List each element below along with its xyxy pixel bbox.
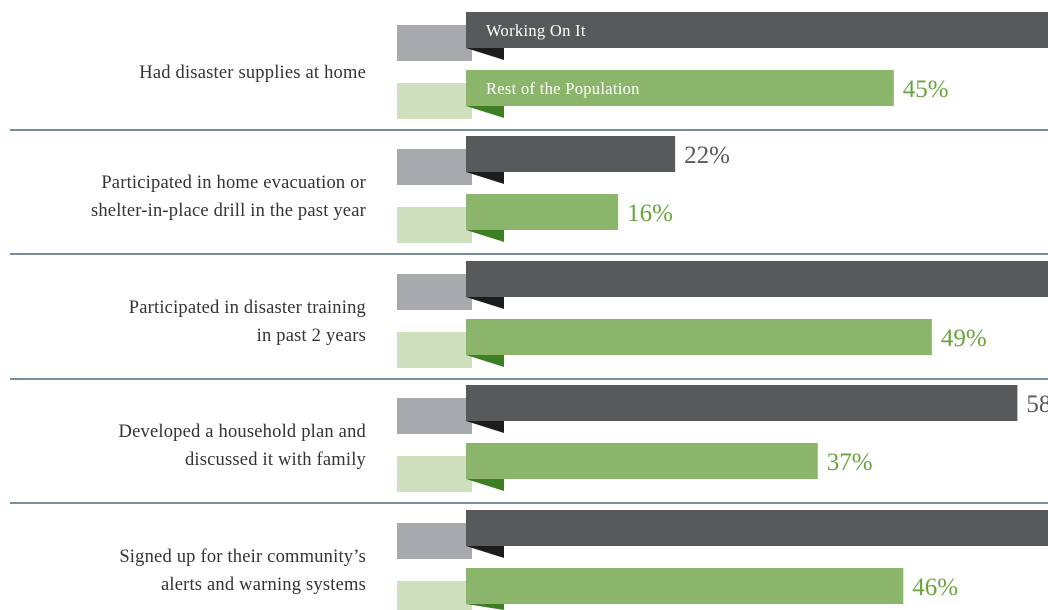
category-label: Had disaster supplies at home	[139, 63, 366, 83]
bar-shadow	[397, 274, 472, 310]
data-label: 49%	[941, 325, 987, 352]
data-label: 46%	[912, 574, 958, 601]
bar-working-on-it	[466, 510, 1048, 546]
bar-fold	[466, 230, 504, 242]
bar-fold	[466, 172, 504, 184]
data-label: 37%	[827, 449, 873, 476]
bar-fold	[466, 48, 504, 60]
category-label: shelter-in-place drill in the past year	[91, 201, 366, 221]
bar-rest-of-population	[466, 443, 818, 479]
bar-shadow	[397, 25, 472, 61]
bar-working-on-it	[466, 385, 1018, 421]
bar-fold	[466, 604, 504, 610]
category-label: discussed it with family	[185, 450, 367, 470]
bar-shadow	[397, 149, 472, 185]
category-label: Participated in disaster training	[129, 298, 366, 318]
bar-working-on-it	[466, 136, 676, 172]
bar-shadow	[397, 332, 472, 368]
legend-label: Rest of the Population	[486, 79, 640, 98]
category-label: alerts and warning systems	[161, 575, 366, 595]
bar-working-on-it	[466, 12, 1048, 48]
bar-fold	[466, 421, 504, 433]
category-label: Developed a household plan and	[119, 422, 367, 442]
bar-fold	[466, 355, 504, 367]
bar-fold	[466, 106, 504, 118]
bar-fold	[466, 297, 504, 309]
bar-shadow	[397, 581, 472, 610]
bar-rest-of-population	[466, 70, 894, 106]
data-label: 22%	[684, 142, 730, 169]
bar-fold	[466, 479, 504, 491]
bar-shadow	[397, 456, 472, 492]
bar-shadow	[397, 207, 472, 243]
category-label: Signed up for their community’s	[119, 547, 366, 567]
bar-working-on-it	[466, 261, 1048, 297]
legend-label: Working On It	[486, 21, 586, 40]
bar-shadow	[397, 523, 472, 559]
bar-rest-of-population	[466, 568, 904, 604]
data-label: 58%	[1026, 391, 1048, 418]
bar-shadow	[397, 83, 472, 119]
bar-rest-of-population	[466, 319, 932, 355]
bar-fold	[466, 546, 504, 558]
bar-shadow	[397, 398, 472, 434]
data-label: 16%	[627, 200, 673, 227]
bar-rest-of-population	[466, 194, 619, 230]
category-label: in past 2 years	[257, 326, 366, 346]
category-label: Participated in home evacuation or	[101, 173, 366, 193]
data-label: 45%	[903, 76, 949, 103]
